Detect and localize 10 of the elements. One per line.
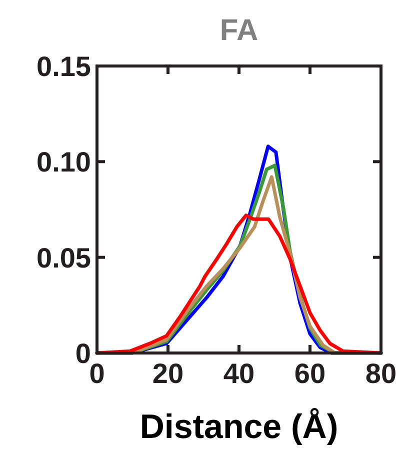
y-tick-label: 0.15	[36, 51, 91, 82]
x-axis-title: Distance (Å)	[140, 408, 338, 446]
x-tick-label: 40	[223, 358, 255, 389]
y-tick-label: 0.05	[36, 242, 91, 274]
y-tick-label: 0.10	[36, 146, 91, 178]
x-tick-label: 80	[365, 358, 397, 389]
x-tick-label: 20	[152, 358, 184, 389]
x-tick-label: 60	[294, 358, 326, 389]
y-tick-label: 0	[75, 338, 91, 369]
chart-title: FA	[220, 14, 258, 47]
